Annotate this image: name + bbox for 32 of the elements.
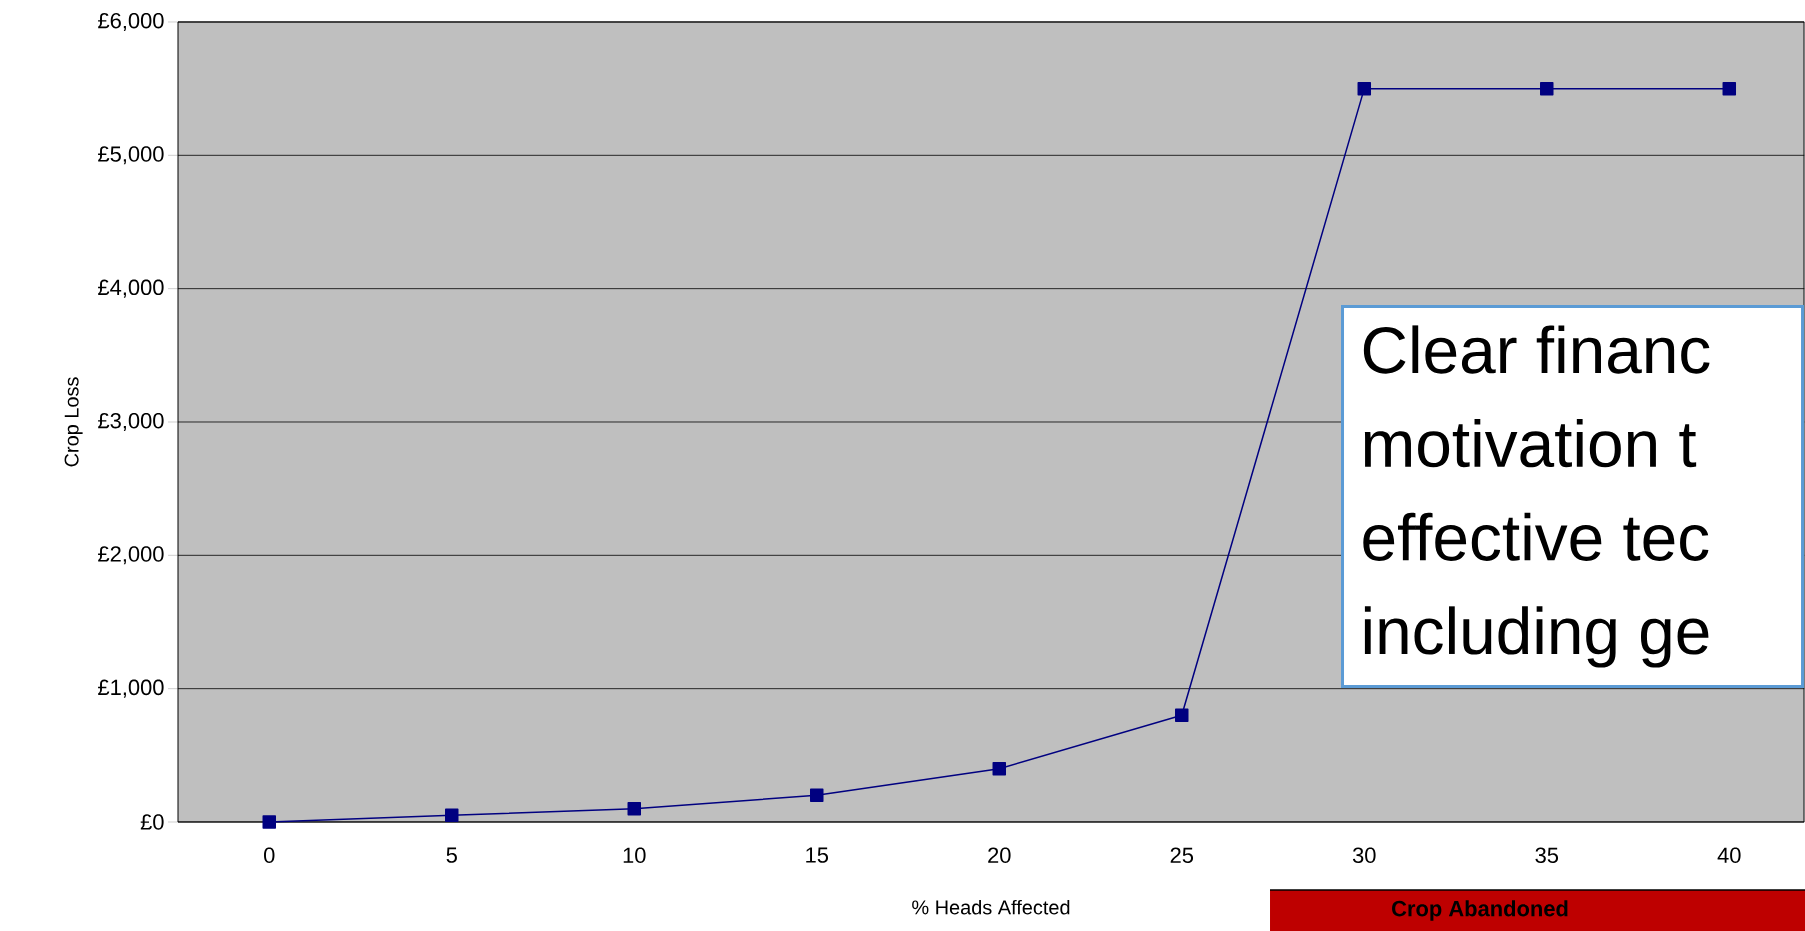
x-tick-label: 5 — [446, 847, 457, 863]
point — [445, 808, 459, 823]
y-axis-title: Crop Loss — [64, 377, 83, 467]
x-tick-label: 40 — [1717, 847, 1741, 864]
x-tick-label: 15 — [806, 847, 829, 863]
y-tick-label: £6,000 — [98, 12, 164, 32]
y-tick-label: £2,000 — [98, 546, 164, 565]
y-tick-label: £4,000 — [98, 279, 164, 298]
annotation: motivation t — [1364, 419, 1697, 468]
point — [627, 801, 642, 816]
x-tick-label: 20 — [988, 847, 1011, 864]
point — [1357, 81, 1372, 96]
y-tick-label: £3,000 — [98, 412, 164, 432]
y-tick-label: £1,000 — [98, 679, 164, 698]
text: Crop Abandoned — [1392, 900, 1568, 921]
x-tick-label: 35 — [1535, 847, 1559, 864]
x-tick-label: 25 — [1170, 847, 1194, 864]
y-tick-label: £0 — [140, 814, 164, 830]
annotation: including ge — [1364, 606, 1709, 668]
x-tick-label: 30 — [1352, 847, 1376, 864]
x-tick-label: 0 — [264, 847, 275, 864]
annotation: Clear financ — [1363, 325, 1710, 374]
point — [1540, 81, 1554, 96]
x-axis-title: % Heads Affected — [912, 899, 1070, 915]
y-tick-label: £5,000 — [98, 146, 164, 165]
annotation: effective tec — [1363, 512, 1709, 561]
point — [992, 761, 1007, 776]
x-tick-label: 10 — [623, 847, 646, 864]
point — [1722, 81, 1737, 96]
point — [1175, 708, 1189, 723]
point — [810, 788, 824, 803]
point — [262, 815, 276, 829]
